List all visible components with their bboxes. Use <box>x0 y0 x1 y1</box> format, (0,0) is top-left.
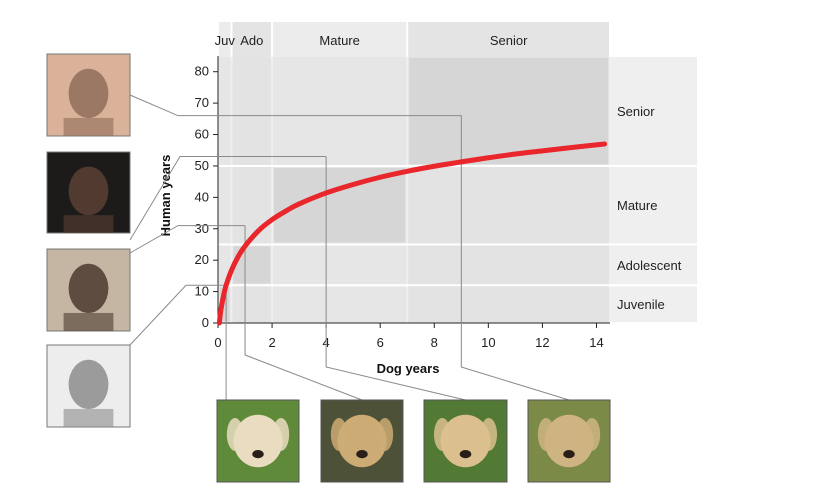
y-tick-label: 80 <box>195 64 209 79</box>
dog-ear-left <box>537 418 555 451</box>
dog-ear-left <box>330 418 348 451</box>
dog-head-shape <box>440 414 491 468</box>
shoulders-shape <box>63 408 114 427</box>
y-axis-title: Human years <box>158 155 173 237</box>
callout-lines <box>129 94 570 401</box>
dog-ear-left <box>433 418 451 451</box>
labels: Juv Ado Mature Senior Senior Mature Adolescent… <box>215 33 682 312</box>
y-tick-label: 0 <box>202 315 209 330</box>
dog-photo-adult-dog <box>423 399 508 483</box>
person-photo-older-man <box>46 53 131 137</box>
dog-ear-right <box>376 418 394 451</box>
y-tick-label: 50 <box>195 158 209 173</box>
person-callout-line <box>129 225 246 254</box>
x-tick-label: 14 <box>589 335 603 350</box>
dog-photo-senior-dog <box>527 399 611 483</box>
dog-ear-right <box>272 418 290 451</box>
person-callout-line <box>129 156 327 241</box>
x-tick-label: 12 <box>535 335 549 350</box>
x-tick-label: 6 <box>377 335 384 350</box>
age-curve <box>216 141 608 326</box>
human-stage-label: Senior <box>617 104 655 119</box>
human-stage-band-adolescent <box>218 245 697 285</box>
y-tick-label: 40 <box>195 189 209 204</box>
shoulders-shape <box>63 312 114 331</box>
person-callout-line <box>129 94 462 117</box>
face-shape <box>68 68 109 118</box>
dog-photo-puppy <box>216 399 300 483</box>
human-stage-label: Juvenile <box>617 297 665 312</box>
person-photo-adult-man <box>46 151 131 234</box>
dog-stage-label: Juv <box>215 33 236 48</box>
curve-layer <box>216 141 608 326</box>
dog-stage-label: Senior <box>490 33 528 48</box>
face-shape <box>68 263 109 313</box>
highlight-box-0 <box>220 287 230 321</box>
human-stage-label: Adolescent <box>617 258 682 273</box>
face-shape <box>68 359 109 409</box>
dog-ear-right <box>583 418 601 451</box>
dog-nose <box>356 450 368 459</box>
y-tick-label: 20 <box>195 252 209 267</box>
dog-callout-line <box>244 225 363 401</box>
dog-nose <box>252 450 264 459</box>
dog-stage-label: Mature <box>319 33 359 48</box>
face-shape <box>68 166 109 216</box>
human-stage-band-juvenile <box>218 286 697 322</box>
x-tick-label: 0 <box>214 335 221 350</box>
dog-head-shape <box>233 414 283 468</box>
x-tick-label: 2 <box>268 335 275 350</box>
shoulders-shape <box>63 215 114 233</box>
shoulders-shape <box>63 117 114 136</box>
human-stage-label: Mature <box>617 198 657 213</box>
person-photo-teenager <box>46 248 131 332</box>
dog-photo-young-dog <box>320 399 404 483</box>
dog-stage-label: Ado <box>240 33 263 48</box>
person-callout-line <box>129 284 227 346</box>
y-tick-label: 30 <box>195 221 209 236</box>
photos <box>46 53 611 483</box>
dog-ear-right <box>480 418 498 451</box>
dog-nose <box>563 450 575 459</box>
dog-ear-left <box>226 418 244 451</box>
y-tick-label: 60 <box>195 127 209 142</box>
x-tick-label: 10 <box>481 335 495 350</box>
x-axis-title: Dog years <box>377 361 440 376</box>
dog-nose <box>459 450 472 459</box>
dog-head-shape <box>337 414 387 468</box>
y-tick-label: 10 <box>195 284 209 299</box>
y-tick-label: 70 <box>195 95 209 110</box>
dog-head-shape <box>544 414 594 468</box>
dog-callout-line <box>460 115 570 401</box>
x-tick-label: 8 <box>431 335 438 350</box>
dog-callout-line <box>325 156 466 401</box>
person-photo-child <box>46 344 131 428</box>
